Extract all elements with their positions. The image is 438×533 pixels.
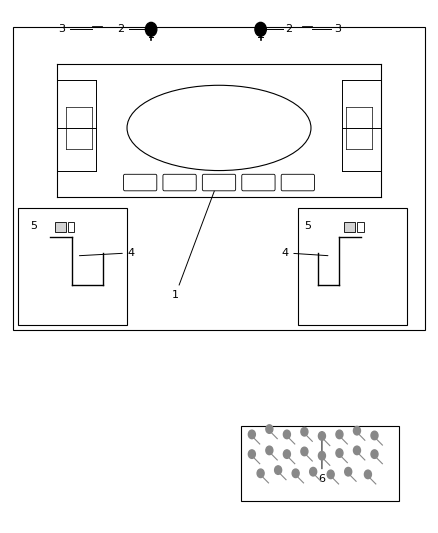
Circle shape	[283, 450, 290, 458]
Circle shape	[327, 470, 334, 479]
FancyBboxPatch shape	[163, 174, 196, 191]
Circle shape	[336, 449, 343, 457]
Text: 3: 3	[58, 25, 65, 34]
Circle shape	[353, 426, 360, 435]
Bar	[298, 208, 407, 325]
Text: 4: 4	[79, 248, 135, 258]
Text: 5: 5	[30, 221, 37, 231]
Circle shape	[353, 446, 360, 455]
FancyBboxPatch shape	[242, 174, 275, 191]
Bar	[302, 26, 312, 33]
Circle shape	[266, 425, 273, 433]
Text: 2: 2	[286, 25, 293, 34]
Circle shape	[318, 432, 325, 440]
FancyBboxPatch shape	[124, 174, 157, 191]
Circle shape	[301, 427, 308, 436]
Circle shape	[255, 22, 266, 36]
Circle shape	[145, 22, 157, 36]
Circle shape	[345, 467, 352, 476]
Text: 5: 5	[304, 221, 311, 231]
Text: 4: 4	[281, 248, 328, 258]
Ellipse shape	[127, 85, 311, 171]
Circle shape	[364, 470, 371, 479]
Circle shape	[310, 467, 317, 476]
Text: 3: 3	[334, 25, 341, 34]
Text: 6: 6	[318, 432, 325, 484]
Text: 1: 1	[172, 181, 218, 301]
Circle shape	[371, 431, 378, 440]
Circle shape	[371, 450, 378, 458]
Bar	[241, 426, 399, 501]
Circle shape	[336, 430, 343, 439]
FancyBboxPatch shape	[202, 174, 236, 191]
Circle shape	[318, 451, 325, 460]
Circle shape	[248, 430, 255, 439]
Circle shape	[257, 469, 264, 478]
Bar	[55, 222, 66, 232]
FancyBboxPatch shape	[281, 174, 314, 191]
Bar	[68, 222, 74, 232]
Bar	[92, 26, 102, 33]
Bar	[357, 222, 364, 232]
Circle shape	[275, 466, 282, 474]
Bar	[344, 222, 355, 232]
Bar	[18, 208, 127, 325]
Bar	[13, 27, 425, 330]
Circle shape	[292, 469, 299, 478]
Circle shape	[266, 446, 273, 455]
Circle shape	[301, 447, 308, 456]
Text: 2: 2	[117, 25, 124, 34]
Circle shape	[283, 430, 290, 439]
Circle shape	[248, 450, 255, 458]
